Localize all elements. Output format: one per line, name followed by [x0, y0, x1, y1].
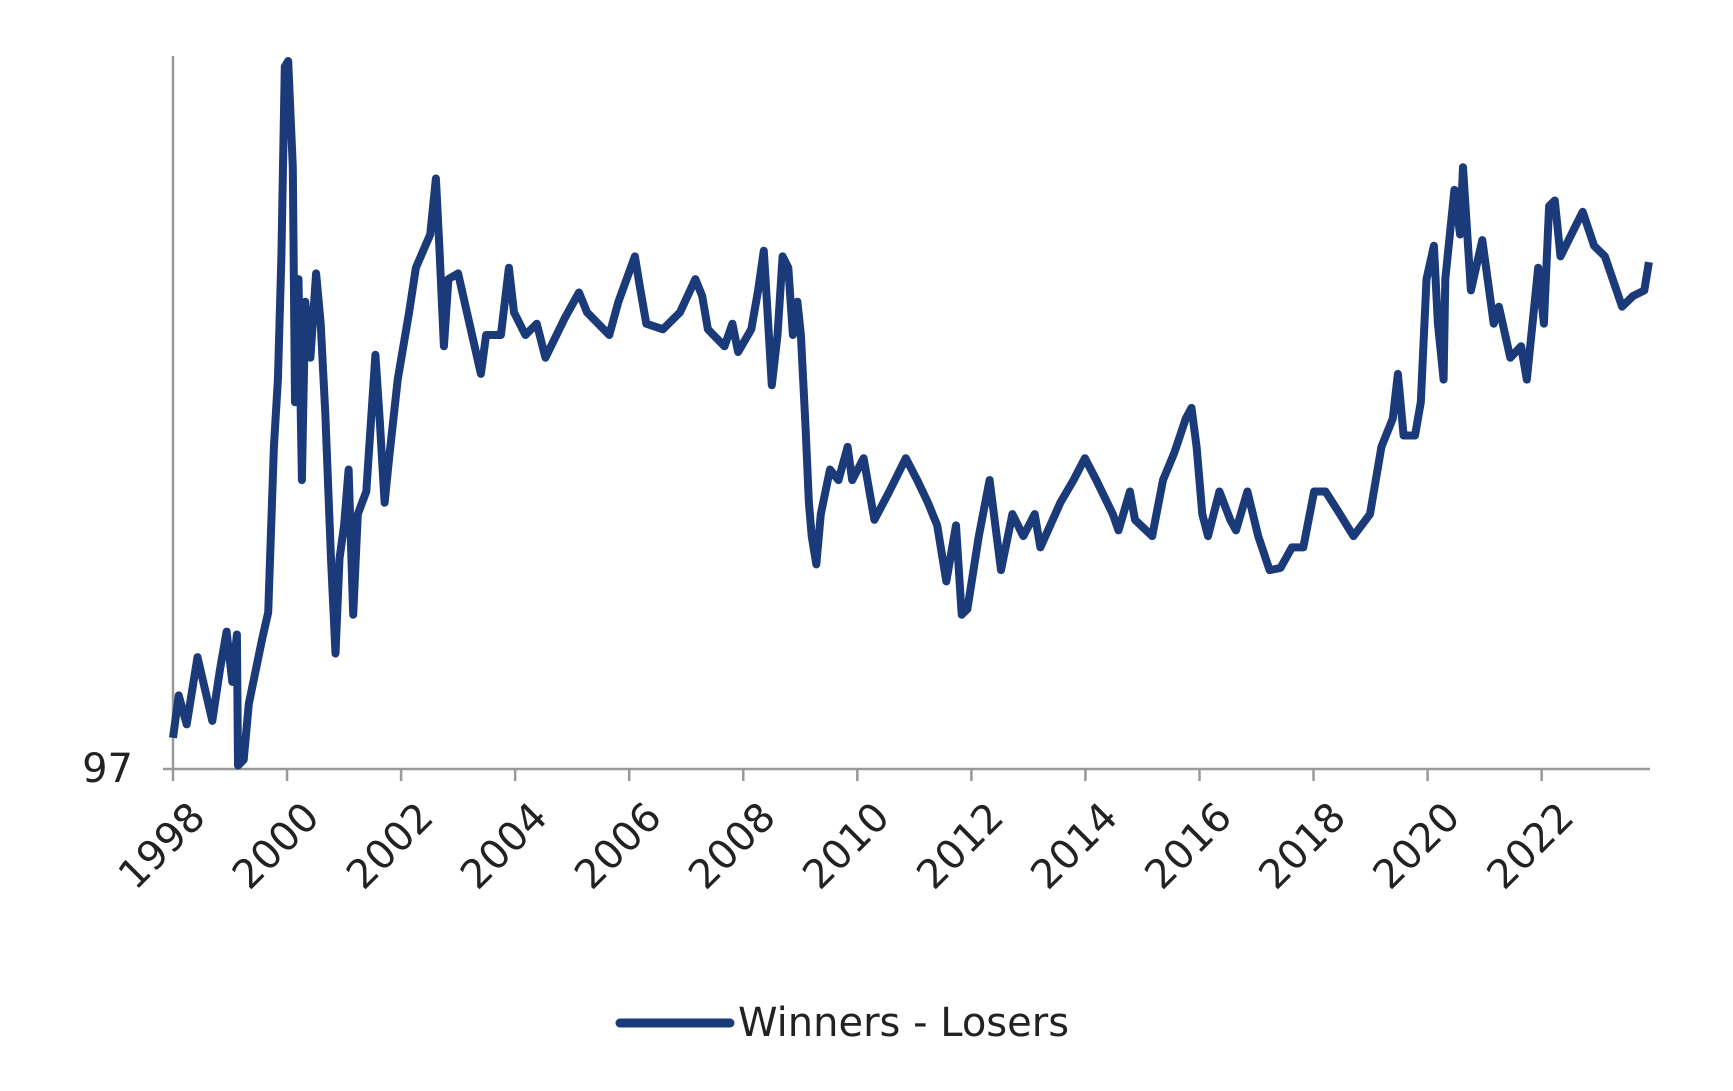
- x-tick-label: 2018: [1250, 794, 1355, 899]
- x-tick-label: 2006: [566, 794, 671, 899]
- x-tick-label: 2022: [1479, 794, 1584, 899]
- x-tick-label: 2008: [680, 794, 785, 899]
- x-tick-label: 2020: [1365, 794, 1470, 899]
- x-tick-label: 1998: [110, 794, 215, 899]
- x-tick-label: 2012: [908, 794, 1013, 899]
- x-tick-label: 2010: [794, 794, 899, 899]
- legend-label: Winners - Losers: [738, 1000, 1069, 1046]
- data-line: [169, 57, 1653, 770]
- y-tick-label: 97: [82, 746, 133, 792]
- x-tick-label: 2014: [1022, 794, 1127, 899]
- x-tick-label: 2016: [1136, 794, 1241, 899]
- x-tick-label: 2002: [338, 794, 443, 899]
- x-tick-label: 2000: [224, 794, 329, 899]
- x-tick-label: 2004: [452, 794, 557, 899]
